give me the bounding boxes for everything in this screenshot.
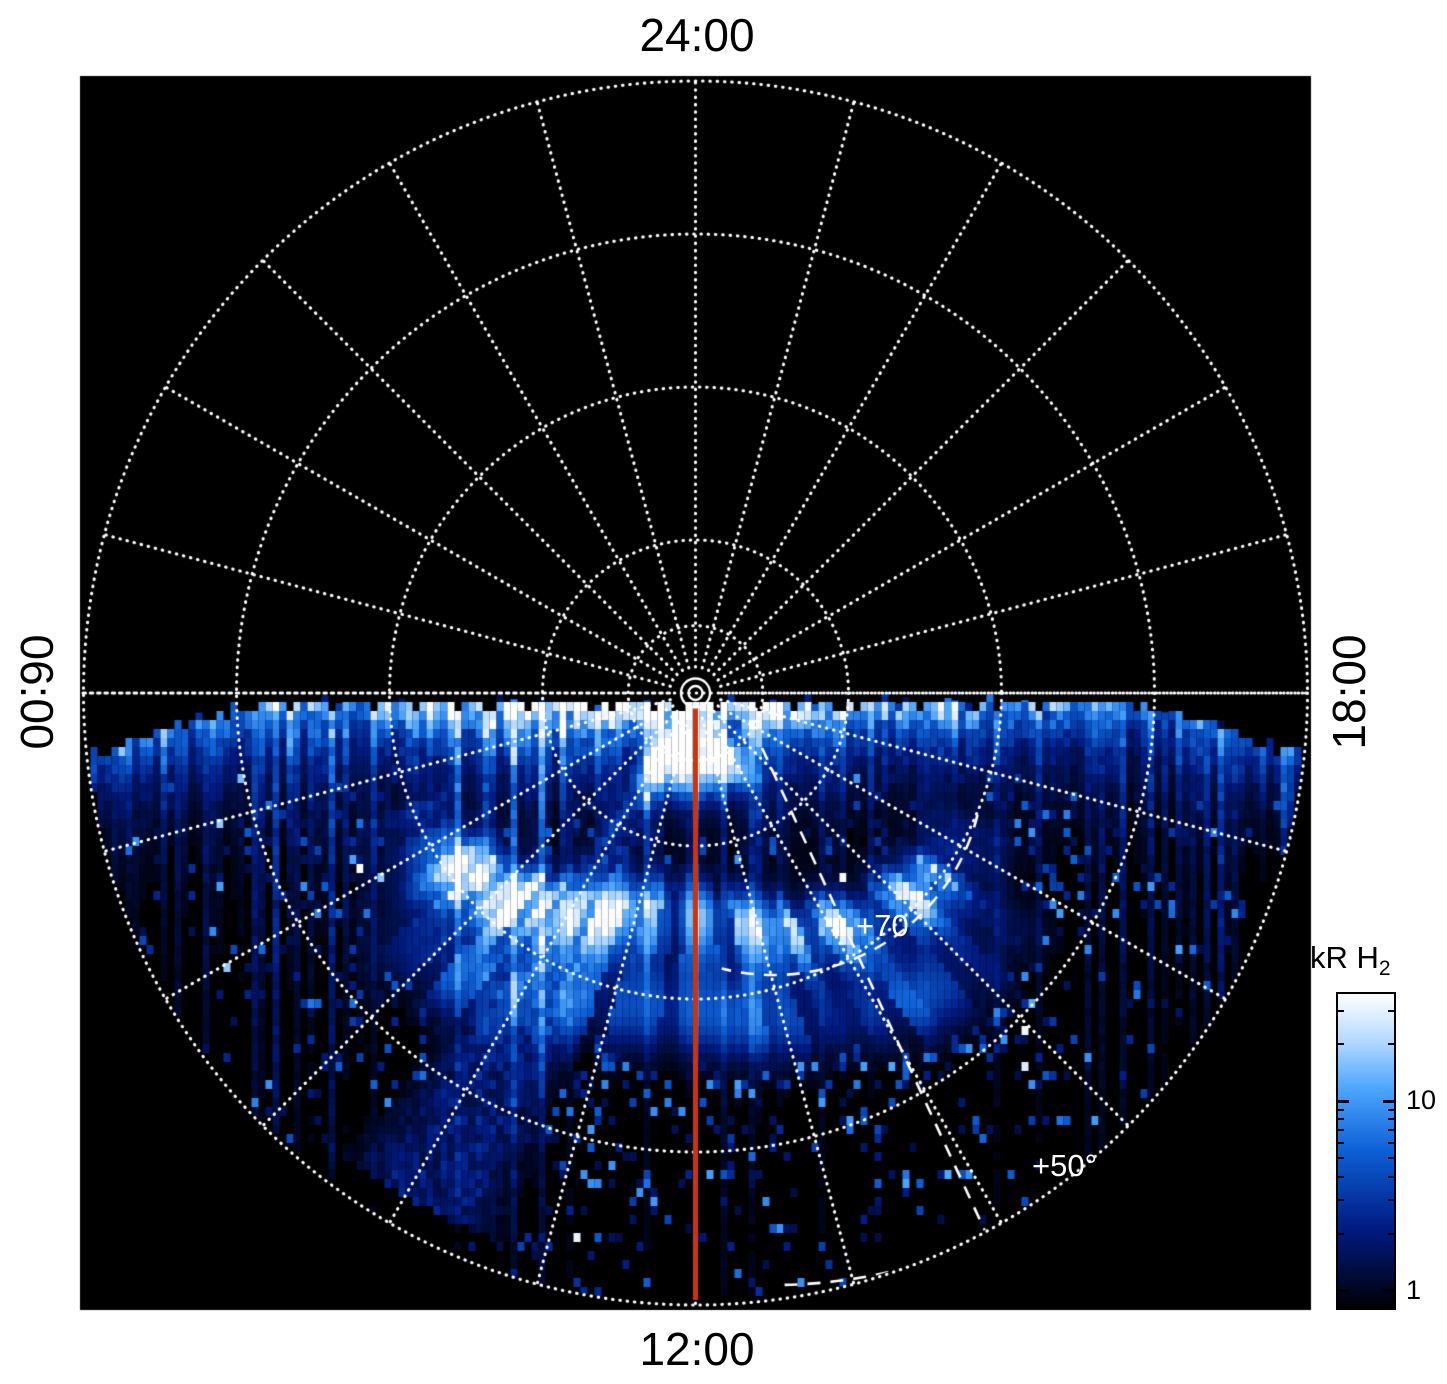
colorbar: 10 1 xyxy=(1336,992,1436,1310)
hour-label-2400: 24:00 xyxy=(639,9,755,61)
colorbar-minor-tick xyxy=(1388,1142,1394,1145)
colorbar-minor-tick xyxy=(1338,1108,1344,1111)
colorbar-gradient xyxy=(1338,994,1394,1308)
colorbar-minor-tick xyxy=(1338,1199,1344,1202)
colorbar-minor-tick xyxy=(1388,1118,1394,1121)
colorbar-major-tick xyxy=(1338,1289,1349,1293)
colorbar-minor-tick xyxy=(1338,1118,1344,1121)
colorbar-minor-tick xyxy=(1388,1129,1394,1132)
colorbar-minor-tick xyxy=(1388,1232,1394,1235)
hour-label-1200: 12:00 xyxy=(639,1323,755,1375)
colorbar-tick-label-10: 10 xyxy=(1406,1085,1437,1116)
colorbar-minor-tick xyxy=(1388,1175,1394,1178)
colorbar-title-subscript: 2 xyxy=(1378,957,1391,981)
colorbar-minor-tick xyxy=(1338,1042,1344,1045)
colorbar-title-text: kR H xyxy=(1310,940,1379,975)
colorbar-minor-tick xyxy=(1388,1009,1394,1012)
colorbar-minor-tick xyxy=(1388,1042,1394,1045)
colorbar-major-tick xyxy=(1383,1289,1394,1293)
colorbar-minor-tick xyxy=(1338,1009,1344,1012)
colorbar-minor-tick xyxy=(1388,1108,1394,1111)
colorbar-major-tick xyxy=(1383,1099,1394,1103)
colorbar-tick-label-1: 1 xyxy=(1406,1274,1422,1305)
colorbar-minor-tick xyxy=(1388,1199,1394,1202)
colorbar-minor-tick xyxy=(1388,1157,1394,1160)
latitude-label-50: +50° xyxy=(1032,1148,1097,1183)
colorbar-minor-tick xyxy=(1338,1157,1344,1160)
colorbar-ticks xyxy=(1338,994,1394,1308)
colorbar-minor-tick xyxy=(1338,1142,1344,1145)
colorbar-minor-tick xyxy=(1338,1129,1344,1132)
colorbar-major-tick xyxy=(1338,1099,1349,1103)
hour-label-1800: 18:00 xyxy=(1323,634,1375,750)
colorbar-title: kR H2 xyxy=(1310,940,1391,981)
colorbar-minor-tick xyxy=(1338,1175,1344,1178)
hour-label-0600: 06:00 xyxy=(11,634,63,750)
colorbar-minor-tick xyxy=(1338,1232,1344,1235)
latitude-label-70: +70 xyxy=(856,908,909,943)
